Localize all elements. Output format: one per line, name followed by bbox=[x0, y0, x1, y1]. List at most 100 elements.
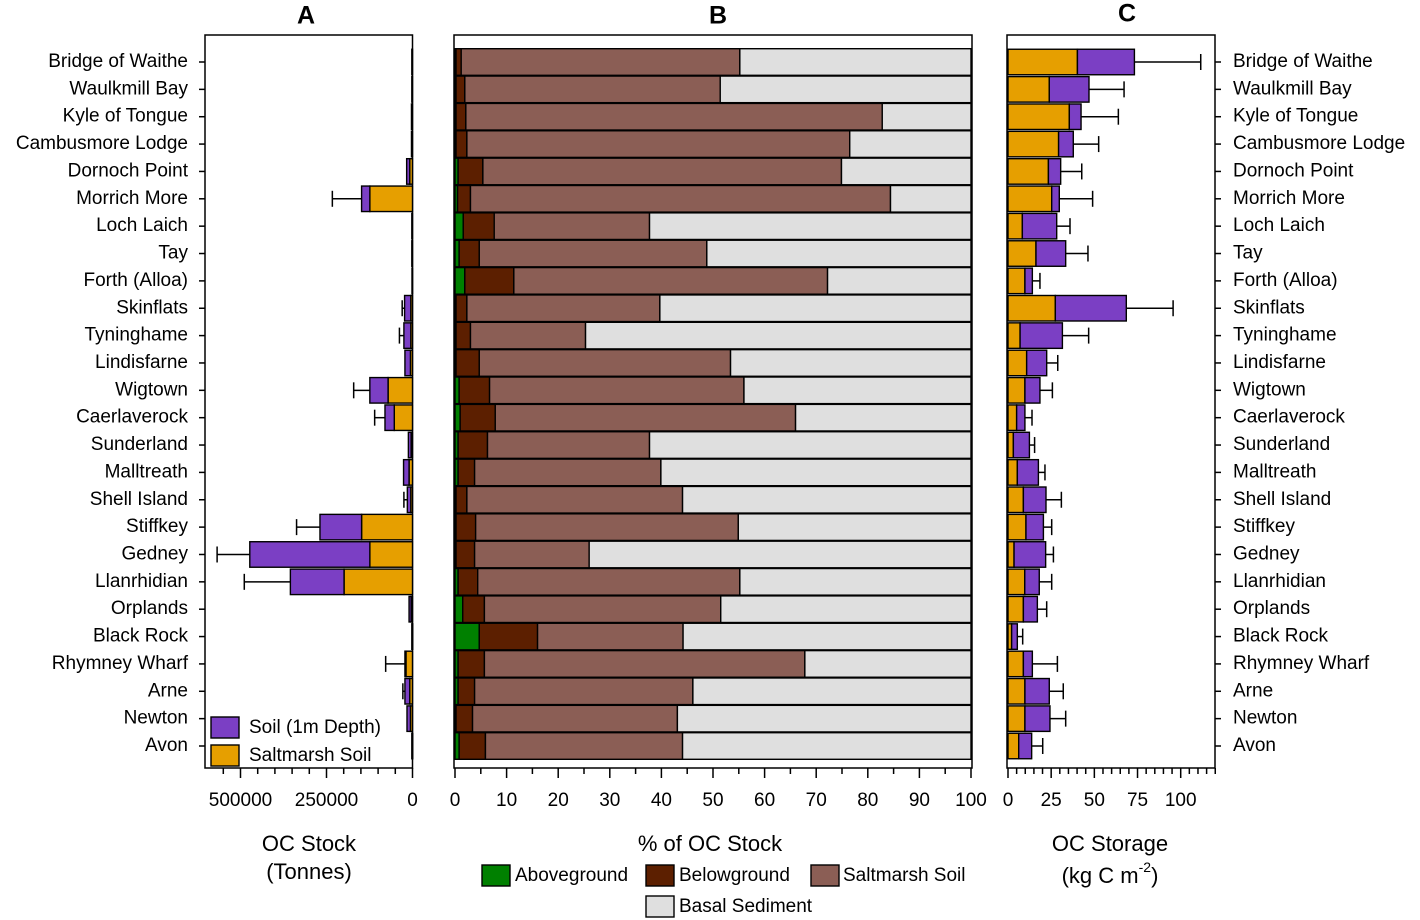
bar-soil-1m bbox=[406, 486, 412, 514]
bar-saltmarsh-soil bbox=[410, 103, 414, 131]
bar-basal-sediment bbox=[706, 239, 972, 268]
bar-soil-1m bbox=[1018, 732, 1033, 760]
bar-belowground bbox=[455, 48, 462, 77]
bar-soil-1m bbox=[1050, 185, 1060, 213]
bar-saltmarsh-soil bbox=[1007, 240, 1037, 267]
bar-soil-1m bbox=[1012, 431, 1031, 459]
bar-basal-sediment bbox=[804, 649, 972, 678]
bar-saltmarsh-soil bbox=[1007, 404, 1018, 432]
site-label-right: Shell Island bbox=[1233, 489, 1331, 510]
bar-belowground bbox=[462, 595, 486, 624]
panel-c: 0 25 50 75 100 OC Storage (kg C m-2) C bbox=[1003, 0, 1221, 888]
bar-soil-1m bbox=[1022, 595, 1039, 623]
bar-soil-1m bbox=[403, 294, 412, 322]
bar-saltmarsh-soil bbox=[1007, 157, 1050, 185]
bar-saltmarsh-soil bbox=[465, 102, 883, 131]
bar-soil-1m bbox=[1076, 48, 1136, 76]
x-tick-label: 20 bbox=[548, 790, 569, 811]
x-tick-label: 100 bbox=[955, 790, 987, 811]
bar-soil-1m bbox=[411, 732, 414, 760]
bar-soil-1m bbox=[1025, 349, 1048, 377]
bar-saltmarsh-soil bbox=[1007, 185, 1053, 213]
legend-label: Saltmarsh Soil bbox=[249, 745, 372, 766]
bar-basal-sediment bbox=[889, 184, 972, 213]
bar-basal-sediment bbox=[729, 348, 972, 377]
site-label-left: Malltreath bbox=[105, 461, 188, 482]
site-label-right: Stiffkey bbox=[1233, 516, 1295, 537]
bar-soil-1m bbox=[407, 431, 412, 459]
bar-belowground bbox=[456, 184, 472, 213]
x-tick-label: 0 bbox=[1003, 790, 1014, 811]
bar-saltmarsh-soil bbox=[513, 266, 829, 295]
bar-belowground bbox=[455, 102, 467, 131]
bar-saltmarsh-soil bbox=[483, 595, 722, 624]
bar-saltmarsh-soil bbox=[411, 212, 414, 240]
site-label-left: Shell Island bbox=[90, 489, 188, 510]
bar-belowground bbox=[457, 649, 486, 678]
bar-saltmarsh-soil bbox=[410, 130, 414, 158]
bar-saltmarsh-soil bbox=[360, 513, 414, 541]
site-label-left: Tay bbox=[158, 243, 188, 264]
x-tick-label: 70 bbox=[806, 790, 827, 811]
bar-soil-1m bbox=[1035, 240, 1067, 267]
site-label-left: Loch Laich bbox=[96, 215, 188, 236]
bar-basal-sediment bbox=[584, 321, 972, 350]
x-axis-unit: (Tonnes) bbox=[266, 859, 352, 884]
bar-aboveground bbox=[454, 266, 466, 295]
bar-saltmarsh-soil bbox=[464, 75, 721, 104]
site-label-left: Avon bbox=[145, 735, 188, 756]
bar-saltmarsh-soil bbox=[1007, 595, 1025, 623]
bar-saltmarsh-soil bbox=[1007, 130, 1060, 158]
site-label-right: Caerlaverock bbox=[1233, 407, 1345, 428]
bar-belowground bbox=[455, 75, 466, 104]
bar-aboveground bbox=[454, 622, 480, 651]
bar-belowground bbox=[455, 485, 468, 514]
site-label-right: Sunderland bbox=[1233, 434, 1330, 455]
bar-saltmarsh-soil bbox=[405, 650, 414, 678]
bar-soil-1m bbox=[402, 458, 410, 486]
bar-saltmarsh-soil bbox=[493, 212, 651, 241]
bar-saltmarsh-soil bbox=[1007, 103, 1071, 131]
site-label-right: Malltreath bbox=[1233, 461, 1316, 482]
site-label-right: Arne bbox=[1233, 680, 1273, 701]
panel-title: B bbox=[709, 2, 727, 30]
bar-belowground bbox=[457, 157, 484, 186]
unit-prefix: (kg C m bbox=[1062, 863, 1139, 888]
bar-saltmarsh-soil bbox=[1007, 705, 1026, 733]
bar-soil-1m bbox=[1016, 458, 1040, 486]
bar-soil-1m bbox=[384, 404, 395, 432]
bar-belowground bbox=[455, 348, 480, 377]
bar-belowground bbox=[455, 540, 476, 569]
bar-saltmarsh-soil bbox=[478, 239, 708, 268]
site-label-left: Gedney bbox=[121, 543, 188, 564]
site-label-left: Skinflats bbox=[116, 297, 188, 318]
bar-soil-1m bbox=[1024, 267, 1034, 295]
legend-swatch-belowground bbox=[645, 864, 675, 887]
site-label-left: Wigtown bbox=[115, 379, 188, 400]
panel-b: 0 10 20 30 40 50 60 70 80 90 100 % of OC Stock B bbox=[450, 2, 987, 856]
bar-saltmarsh-soil bbox=[369, 185, 414, 213]
bar-belowground bbox=[459, 403, 496, 432]
bar-soil-1m bbox=[404, 349, 412, 377]
legend-swatch-aboveground bbox=[481, 864, 511, 887]
legends: Soil (1m Depth) Saltmarsh Soil Aboveground… bbox=[210, 716, 966, 918]
site-label-right: Tay bbox=[1233, 243, 1263, 264]
site-label-right: Lindisfarne bbox=[1233, 352, 1326, 373]
bar-saltmarsh-soil bbox=[1007, 431, 1015, 459]
site-label-right: Kyle of Tongue bbox=[1233, 106, 1358, 127]
bar-basal-sediment bbox=[881, 102, 972, 131]
site-labels: Bridge of Waithe Bridge of Waithe Waulkmil… bbox=[16, 51, 1405, 756]
bar-soil-1m bbox=[1057, 130, 1074, 158]
legend-swatch-basal-sediment bbox=[645, 895, 675, 918]
bar-aboveground bbox=[454, 212, 464, 241]
legend-label: Soil (1m Depth) bbox=[249, 717, 381, 738]
bar-saltmarsh-soil bbox=[483, 649, 806, 678]
site-label-left: Kyle of Tongue bbox=[63, 106, 188, 127]
x-tick-label: 75 bbox=[1127, 790, 1148, 811]
x-tick-label: 10 bbox=[496, 790, 517, 811]
bar-saltmarsh-soil bbox=[1007, 212, 1024, 240]
x-tick-label: 100 bbox=[1165, 790, 1197, 811]
bar-belowground bbox=[457, 431, 489, 460]
bar-basal-sediment bbox=[739, 48, 972, 77]
bar-soil-1m bbox=[1015, 404, 1026, 432]
